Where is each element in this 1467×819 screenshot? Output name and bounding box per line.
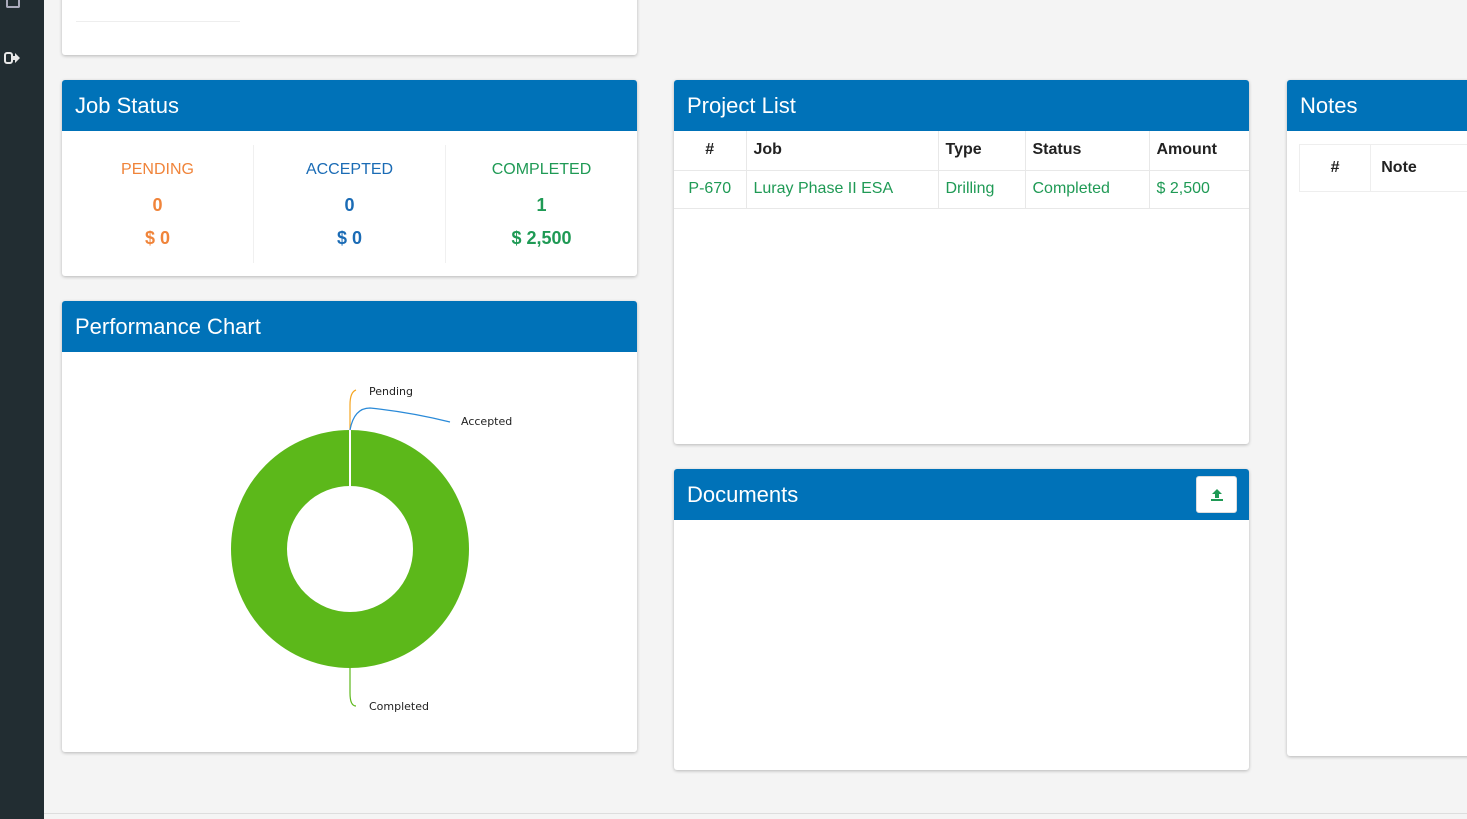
status-count: 1 <box>536 195 547 215</box>
chart-label-accepted: Accepted <box>461 415 512 428</box>
top-panel-partial <box>62 0 637 55</box>
project-list-title: Project List <box>674 80 1249 131</box>
cell-status: Completed <box>1025 170 1150 209</box>
job-status-title: Job Status <box>62 80 637 131</box>
status-accepted: ACCEPTED 0 $ 0 <box>254 145 446 263</box>
col-header-status: Status <box>1025 131 1150 171</box>
table-row[interactable]: P-670 Luray Phase II ESA Drilling Comple… <box>674 170 1249 209</box>
divider <box>76 21 240 22</box>
sidebar <box>0 0 44 819</box>
footer-divider <box>44 813 1467 814</box>
status-amount: $ 0 <box>144 228 171 248</box>
status-amount: $ 0 <box>336 228 363 248</box>
upload-button[interactable] <box>1196 476 1237 513</box>
main-content: Job Status PENDING 0 $ 0 ACCEPTED 0 $ 0 … <box>44 0 1467 819</box>
status-label: COMPLETED <box>491 161 592 178</box>
status-count: 0 <box>344 195 355 215</box>
status-count: 0 <box>152 195 163 215</box>
documents-panel: Documents <box>674 469 1249 770</box>
sign-out-icon[interactable] <box>2 48 22 68</box>
job-status-panel: Job Status PENDING 0 $ 0 ACCEPTED 0 $ 0 … <box>62 80 637 276</box>
notes-table: # Note <box>1298 144 1467 192</box>
upload-icon <box>1211 489 1223 501</box>
cell-amount: $ 2,500 <box>1149 170 1249 209</box>
col-header-id: # <box>674 131 747 171</box>
project-table: # Job Type Status Amount P-670 Luray Pha… <box>674 131 1249 209</box>
cell-job[interactable]: Luray Phase II ESA <box>746 170 939 209</box>
col-header-amount: Amount <box>1149 131 1249 171</box>
leader-line-accepted <box>349 407 451 431</box>
table-header-row: # Job Type Status Amount <box>674 131 1249 171</box>
status-label: ACCEPTED <box>305 161 394 178</box>
notes-title: Notes <box>1287 80 1467 131</box>
leader-line-pending <box>349 389 357 430</box>
cell-type: Drilling <box>938 170 1026 209</box>
notes-panel: Notes # Note <box>1287 80 1467 756</box>
table-header-row: # Note <box>1298 144 1467 192</box>
performance-donut-chart: Pending Accepted Completed <box>231 385 512 713</box>
col-header-id: # <box>1298 144 1372 192</box>
col-header-note: Note <box>1370 144 1467 192</box>
status-label: PENDING <box>121 161 194 178</box>
chart-label-completed: Completed <box>369 700 429 713</box>
col-header-type: Type <box>938 131 1026 171</box>
documents-title: Documents <box>687 482 799 507</box>
dashboard-icon[interactable] <box>6 0 20 8</box>
status-amount: $ 2,500 <box>511 228 572 248</box>
status-pending: PENDING 0 $ 0 <box>62 145 254 263</box>
performance-chart-title: Performance Chart <box>62 301 637 352</box>
performance-chart-panel: Performance Chart Pending Accepted Complet… <box>62 301 637 752</box>
documents-title-bar: Documents <box>674 469 1249 520</box>
leader-line-completed <box>349 668 357 707</box>
project-list-panel: Project List # Job Type Status Amount P-… <box>674 80 1249 444</box>
cell-id[interactable]: P-670 <box>674 170 747 209</box>
status-completed: COMPLETED 1 $ 2,500 <box>446 145 637 263</box>
chart-label-pending: Pending <box>369 385 413 398</box>
col-header-job: Job <box>746 131 939 171</box>
